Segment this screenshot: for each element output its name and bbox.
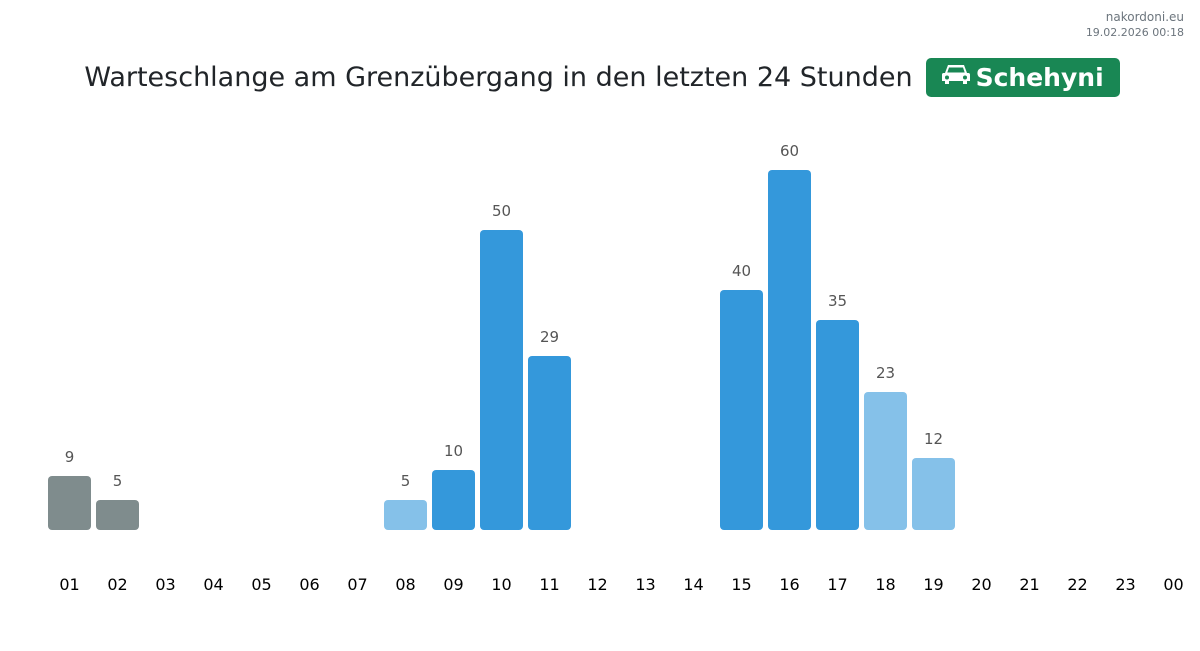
bar bbox=[528, 356, 571, 530]
chart-header: Warteschlange am Grenzübergang in den le… bbox=[0, 58, 1200, 97]
data-label: 23 bbox=[876, 364, 895, 382]
car-icon bbox=[941, 62, 970, 92]
data-label: 50 bbox=[492, 202, 511, 220]
x-tick-label: 23 bbox=[1115, 575, 1135, 594]
bar bbox=[384, 500, 427, 530]
x-tick-label: 19 bbox=[923, 575, 943, 594]
data-label: 12 bbox=[924, 430, 943, 448]
x-tick-label: 18 bbox=[875, 575, 895, 594]
x-tick-label: 14 bbox=[683, 575, 703, 594]
timestamp: 19.02.2026 00:18 bbox=[1085, 26, 1184, 39]
crossing-name: Schehyni bbox=[975, 62, 1104, 92]
x-tick-label: 00 bbox=[1163, 575, 1183, 594]
x-tick-label: 22 bbox=[1067, 575, 1087, 594]
data-label: 5 bbox=[113, 472, 123, 490]
x-tick-label: 07 bbox=[347, 575, 367, 594]
x-tick-label: 01 bbox=[59, 575, 79, 594]
data-label: 40 bbox=[732, 262, 751, 280]
bar bbox=[48, 476, 91, 530]
bar bbox=[864, 392, 907, 530]
x-tick-label: 08 bbox=[395, 575, 415, 594]
x-tick-label: 12 bbox=[587, 575, 607, 594]
x-tick-label: 20 bbox=[971, 575, 991, 594]
bar bbox=[912, 458, 955, 530]
data-label: 9 bbox=[65, 448, 75, 466]
x-tick-label: 03 bbox=[155, 575, 175, 594]
site-name: nakordoni.eu bbox=[1105, 10, 1184, 24]
bar bbox=[816, 320, 859, 530]
bar bbox=[768, 170, 811, 530]
x-tick-label: 11 bbox=[539, 575, 559, 594]
data-label: 5 bbox=[401, 472, 411, 490]
x-tick-label: 02 bbox=[107, 575, 127, 594]
crossing-badge: Schehyni bbox=[925, 58, 1120, 97]
page-title: Warteschlange am Grenzübergang in den le… bbox=[84, 62, 913, 93]
x-tick-label: 17 bbox=[827, 575, 847, 594]
bar bbox=[480, 230, 523, 530]
x-tick-label: 06 bbox=[299, 575, 319, 594]
x-tick-label: 13 bbox=[635, 575, 655, 594]
bar bbox=[432, 470, 475, 530]
data-label: 60 bbox=[780, 142, 799, 160]
x-tick-label: 09 bbox=[443, 575, 463, 594]
x-tick-label: 10 bbox=[491, 575, 511, 594]
x-tick-label: 04 bbox=[203, 575, 223, 594]
source-info: nakordoni.eu 19.02.2026 00:18 bbox=[1086, 9, 1184, 41]
bar bbox=[96, 500, 139, 530]
data-label: 29 bbox=[540, 328, 559, 346]
x-tick-label: 16 bbox=[779, 575, 799, 594]
x-tick-label: 15 bbox=[731, 575, 751, 594]
data-label: 35 bbox=[828, 292, 847, 310]
x-tick-label: 21 bbox=[1019, 575, 1039, 594]
x-tick-label: 05 bbox=[251, 575, 271, 594]
data-label: 10 bbox=[444, 442, 463, 460]
bar bbox=[720, 290, 763, 530]
